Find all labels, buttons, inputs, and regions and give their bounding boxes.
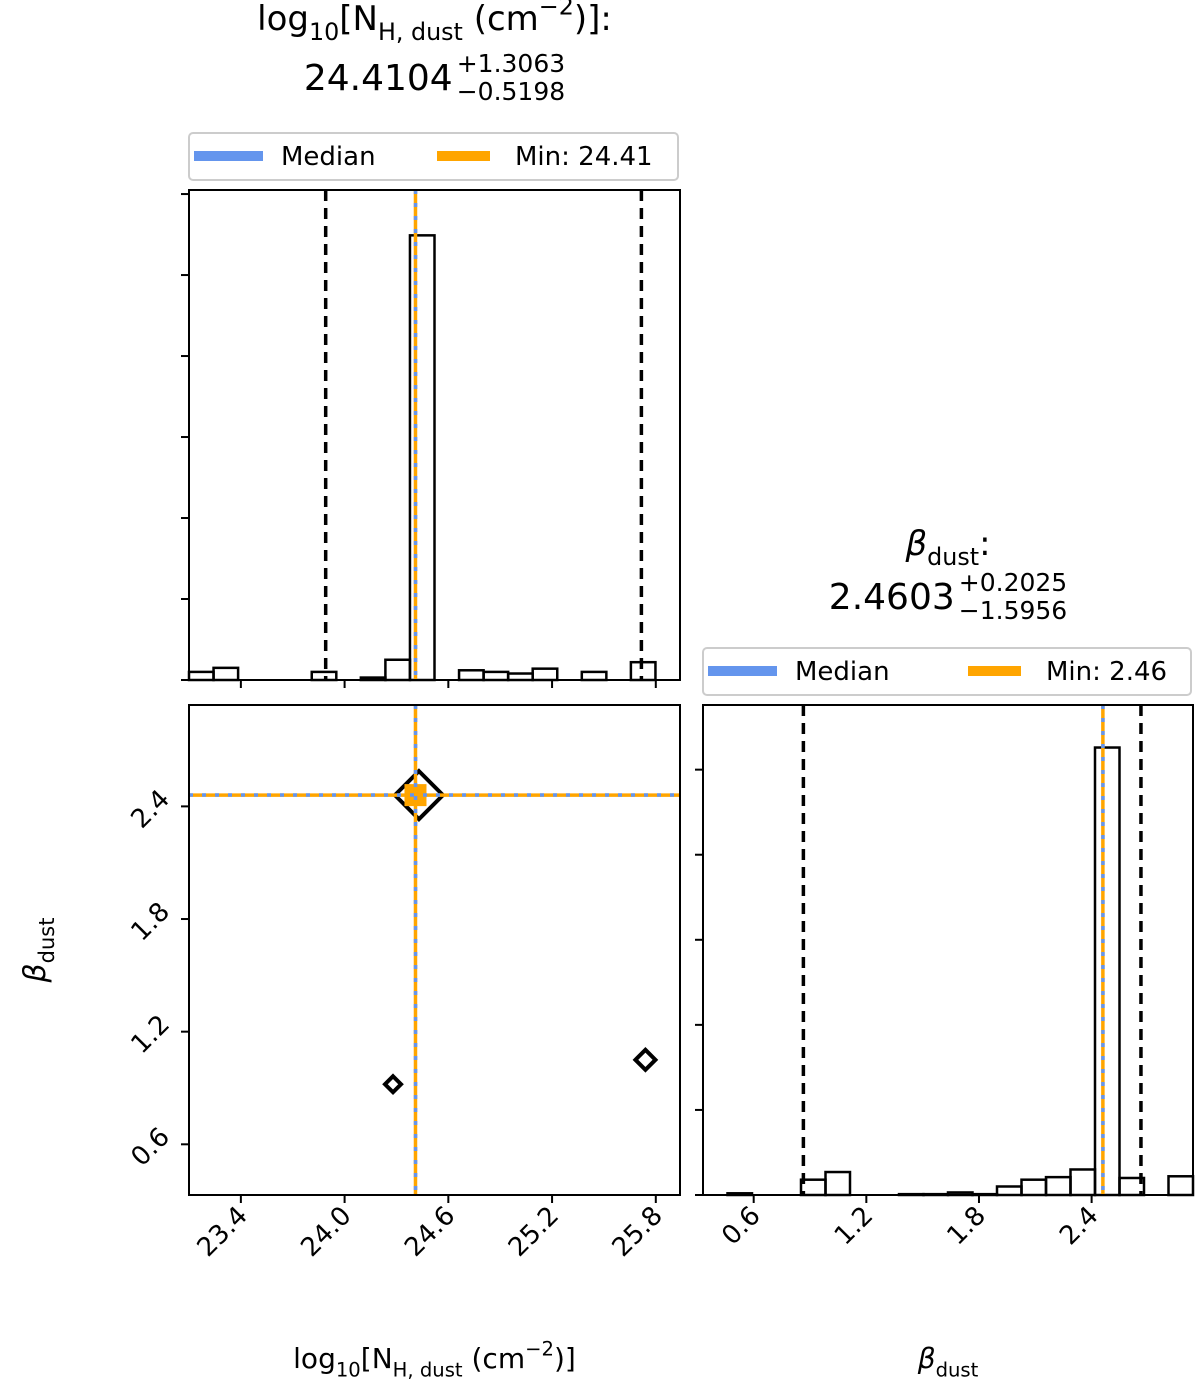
- label-part: 10: [309, 18, 339, 46]
- y-tick-label: 1.2: [125, 1009, 175, 1059]
- x-tick-label: 24.0: [295, 1201, 357, 1263]
- label-part: H, dust: [378, 18, 463, 46]
- label-part: )]: [554, 1342, 576, 1375]
- y-tick-label: 2.4: [125, 784, 175, 834]
- title-error-upper: +1.3063: [457, 49, 565, 78]
- label-part: [N: [361, 1342, 393, 1375]
- histogram-bar: [1167, 1175, 1195, 1197]
- legend-label: Min: 2.46: [1046, 657, 1167, 687]
- x-tick-label: 2.4: [1054, 1201, 1104, 1251]
- panel-frame: [188, 189, 681, 681]
- label-part: β: [904, 524, 927, 564]
- label-part: dust: [927, 543, 979, 571]
- histogram-bar: [1093, 746, 1121, 1197]
- label-part: (cm: [463, 1342, 526, 1375]
- panel-title: βdust:: [904, 524, 990, 571]
- label-part: 10: [336, 1358, 361, 1381]
- y-axis-label: βdust: [18, 918, 59, 984]
- histogram-bar: [457, 669, 485, 682]
- x-tick-label: 25.2: [503, 1201, 565, 1263]
- title-median: 24.4104: [304, 58, 453, 99]
- histogram-bar: [187, 670, 215, 682]
- label-part: (cm: [463, 0, 539, 39]
- histogram-bar: [824, 1170, 852, 1197]
- legend-label: Median: [281, 142, 376, 172]
- label-part: dust: [35, 918, 59, 964]
- title-error-lower: −1.5956: [959, 596, 1067, 625]
- title-median: 2.4603: [829, 577, 955, 618]
- histogram-bar: [482, 670, 510, 682]
- x-axis-label: βdust: [917, 1342, 979, 1381]
- y-tick-label: 0.6: [125, 1122, 175, 1172]
- legend-label: Median: [795, 657, 890, 687]
- label-part: )]:: [574, 0, 612, 39]
- x-tick-label: 0.6: [716, 1201, 766, 1251]
- contour: [632, 1047, 659, 1073]
- contour: [382, 1073, 404, 1096]
- label-part: H, dust: [393, 1358, 463, 1381]
- label-part: −2: [539, 0, 574, 21]
- label-part: log: [293, 1342, 336, 1375]
- label-part: [N: [339, 0, 378, 39]
- label-part: log: [257, 0, 309, 39]
- histogram-bar: [408, 234, 436, 682]
- legend-box: [188, 132, 679, 181]
- legend-box: [702, 647, 1192, 696]
- x-tick-label: 25.8: [607, 1201, 669, 1263]
- x-tick-label: 1.2: [829, 1201, 879, 1251]
- label-part: β: [18, 963, 53, 983]
- legend-label: Min: 24.41: [515, 142, 653, 172]
- histogram-bar: [629, 660, 657, 682]
- x-axis-label: log10[NH, dust (cm−2)]: [293, 1337, 576, 1381]
- title-error-upper: +0.2025: [959, 568, 1067, 597]
- histogram-bar: [212, 666, 240, 682]
- label-part: β: [917, 1342, 936, 1375]
- histogram-bar: [580, 670, 608, 682]
- histogram-bar: [1020, 1178, 1048, 1197]
- histogram-bar: [384, 658, 412, 682]
- y-tick-label: 1.8: [125, 897, 175, 947]
- panel-frame: [702, 704, 1194, 1196]
- histogram-bar: [995, 1185, 1023, 1197]
- label-part: dust: [936, 1358, 979, 1381]
- panel-frame: [188, 704, 681, 1196]
- histogram-bar: [1069, 1168, 1097, 1197]
- contour: [392, 768, 446, 822]
- x-tick-label: 1.8: [941, 1201, 991, 1251]
- title-error-lower: −0.5198: [457, 77, 565, 106]
- panel-title: log10[NH, dust (cm−2)]:: [257, 0, 612, 46]
- histogram-bar: [1044, 1175, 1072, 1197]
- label-part: :: [979, 524, 990, 564]
- x-tick-label: 24.6: [399, 1201, 461, 1263]
- label-part: −2: [525, 1337, 554, 1360]
- histogram-bar: [531, 667, 559, 682]
- x-tick-label: 23.4: [192, 1201, 254, 1263]
